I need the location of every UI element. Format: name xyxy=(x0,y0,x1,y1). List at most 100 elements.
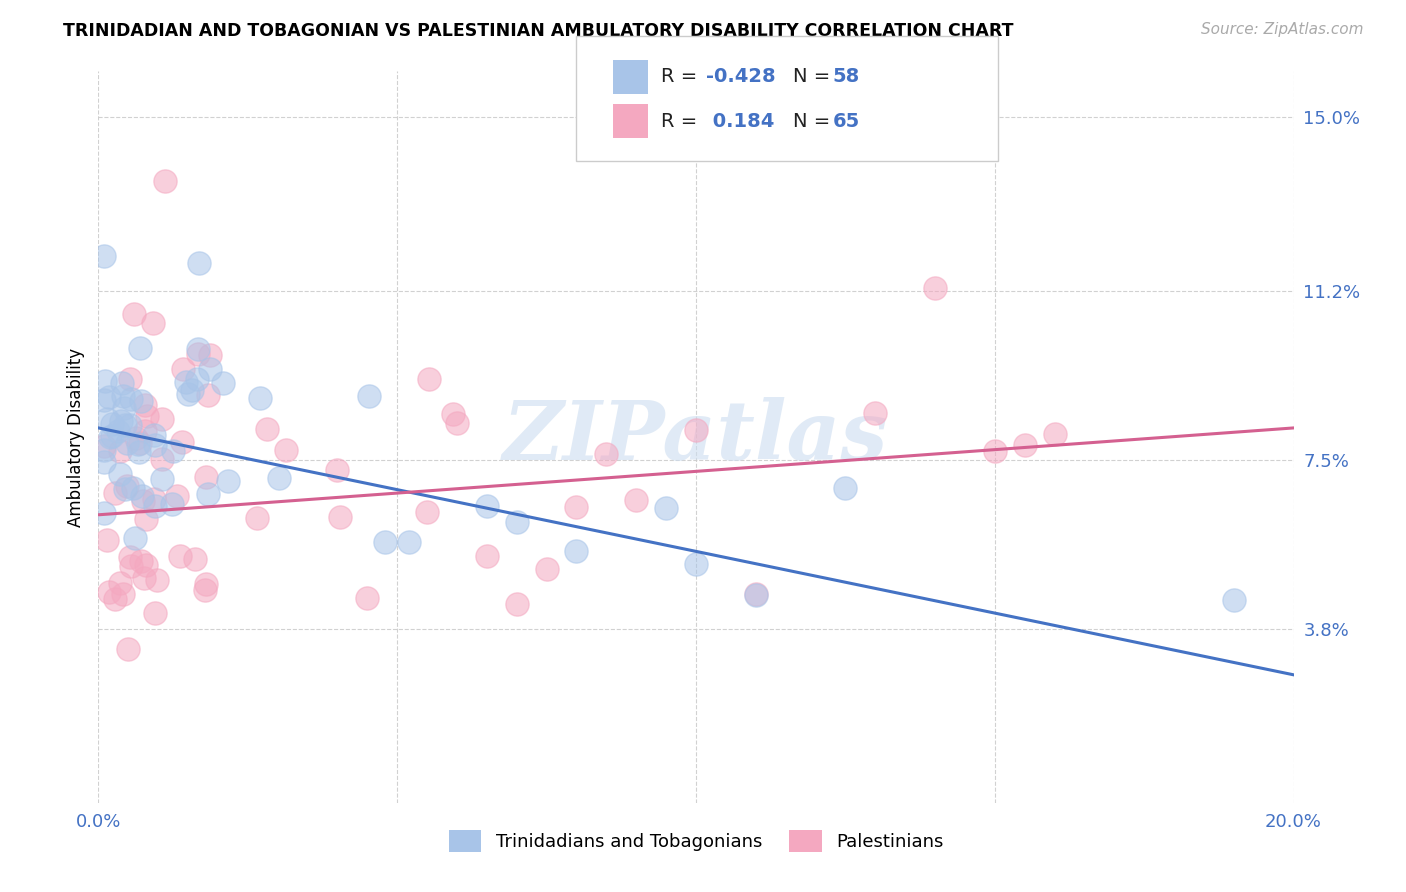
Point xyxy=(195,576,218,591)
Point xyxy=(506,597,529,611)
Point xyxy=(134,424,156,438)
Point xyxy=(100,429,122,443)
Point xyxy=(143,438,166,452)
Point xyxy=(96,533,118,547)
Point xyxy=(93,439,115,453)
Text: -0.428: -0.428 xyxy=(706,67,776,87)
Point xyxy=(745,588,768,602)
Point xyxy=(172,361,194,376)
Point xyxy=(143,499,166,513)
Point xyxy=(143,607,166,621)
Point xyxy=(104,486,127,500)
Point xyxy=(120,372,142,386)
Point xyxy=(108,576,131,591)
Point xyxy=(186,372,208,386)
Point xyxy=(398,534,420,549)
Point xyxy=(197,487,219,501)
Point xyxy=(143,428,166,442)
Point xyxy=(685,557,707,571)
Point xyxy=(98,430,121,444)
Point xyxy=(685,423,707,437)
Point xyxy=(93,392,115,407)
Point xyxy=(93,454,115,468)
Point xyxy=(217,474,239,488)
Text: N =: N = xyxy=(793,112,837,131)
Point xyxy=(122,482,145,496)
Point xyxy=(117,641,139,656)
Point xyxy=(565,544,588,558)
Point xyxy=(129,436,152,450)
Point xyxy=(132,494,155,508)
Point xyxy=(129,393,152,408)
Point xyxy=(135,558,157,572)
Point xyxy=(174,375,197,389)
Point xyxy=(101,417,124,432)
Text: 65: 65 xyxy=(832,112,859,131)
Point xyxy=(211,376,233,390)
Point xyxy=(111,587,134,601)
Point xyxy=(114,482,136,496)
Point xyxy=(418,372,440,386)
Point xyxy=(129,554,152,568)
Point xyxy=(103,591,125,606)
Point xyxy=(745,586,768,600)
Point xyxy=(131,489,153,503)
Point xyxy=(110,414,132,428)
Text: R =: R = xyxy=(661,112,703,131)
Point xyxy=(1043,426,1066,441)
Point xyxy=(197,387,219,401)
Point xyxy=(145,573,167,587)
Point xyxy=(169,549,191,563)
Point xyxy=(112,401,135,415)
Point xyxy=(865,406,887,420)
Text: 0.184: 0.184 xyxy=(706,112,775,131)
Point xyxy=(184,552,207,566)
Text: TRINIDADIAN AND TOBAGONIAN VS PALESTINIAN AMBULATORY DISABILITY CORRELATION CHAR: TRINIDADIAN AND TOBAGONIAN VS PALESTINIA… xyxy=(63,22,1014,40)
Point xyxy=(984,444,1007,458)
Legend: Trinidadians and Tobagonians, Palestinians: Trinidadians and Tobagonians, Palestinia… xyxy=(441,823,950,860)
Point xyxy=(194,470,217,484)
Point xyxy=(506,516,529,530)
Point xyxy=(111,376,134,391)
Text: ZIPatlas: ZIPatlas xyxy=(503,397,889,477)
Point xyxy=(93,249,115,263)
Point xyxy=(655,501,678,516)
Point xyxy=(115,479,138,493)
Point xyxy=(162,444,184,458)
Point xyxy=(93,442,115,457)
Point xyxy=(134,571,156,585)
Text: Source: ZipAtlas.com: Source: ZipAtlas.com xyxy=(1201,22,1364,37)
Point xyxy=(142,316,165,330)
Point xyxy=(115,435,138,450)
Point xyxy=(94,374,117,388)
Point xyxy=(97,584,120,599)
Point xyxy=(834,481,856,495)
Point xyxy=(135,409,157,423)
Point xyxy=(134,398,156,412)
Point xyxy=(150,472,173,486)
Point xyxy=(150,451,173,466)
Y-axis label: Ambulatory Disability: Ambulatory Disability xyxy=(66,348,84,526)
Point xyxy=(177,386,200,401)
Point xyxy=(924,281,946,295)
Point xyxy=(107,424,129,438)
Point xyxy=(187,343,209,357)
Point xyxy=(329,510,352,524)
Point xyxy=(166,489,188,503)
Point xyxy=(124,531,146,545)
Point xyxy=(120,392,142,406)
Point xyxy=(114,417,136,432)
Point xyxy=(626,493,648,508)
Point xyxy=(274,442,297,457)
Point xyxy=(128,445,150,459)
Point xyxy=(187,256,209,270)
Point xyxy=(441,407,464,421)
Point xyxy=(194,582,217,597)
Point xyxy=(118,417,141,432)
Point xyxy=(93,506,115,520)
Point xyxy=(359,389,381,403)
Text: N =: N = xyxy=(793,67,837,87)
Point xyxy=(536,562,558,576)
Point xyxy=(416,505,439,519)
Point xyxy=(326,463,349,477)
